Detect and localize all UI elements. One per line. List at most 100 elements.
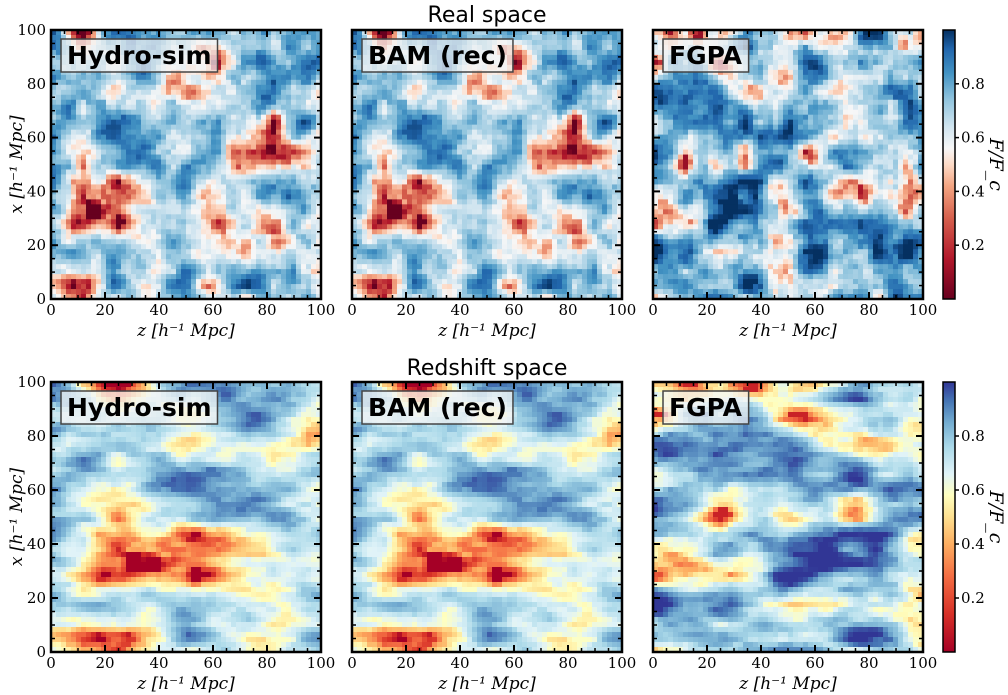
- heatmap-cell: [367, 229, 373, 235]
- heatmap-cell: [206, 209, 212, 215]
- heatmap-cell: [231, 214, 237, 220]
- heatmap-cell: [457, 169, 463, 176]
- heatmap-cell: [166, 109, 172, 116]
- heatmap-cell: [522, 174, 528, 181]
- heatmap-cell: [146, 234, 152, 240]
- heatmap-cell: [457, 94, 463, 101]
- heatmap-cell: [111, 30, 117, 36]
- heatmap-cell: [301, 89, 307, 96]
- heatmap-cell: [502, 184, 508, 191]
- heatmap-cell: [221, 234, 227, 240]
- heatmap-cell: [522, 59, 528, 66]
- heatmap-cell: [91, 159, 97, 166]
- heatmap-cell: [231, 79, 237, 86]
- heatmap-cell: [91, 119, 97, 126]
- heatmap-cell: [392, 174, 398, 181]
- heatmap-cell: [256, 269, 262, 275]
- heatmap-cell: [387, 109, 393, 116]
- heatmap-cell: [86, 279, 92, 285]
- heatmap-cell: [106, 294, 112, 300]
- heatmap-cell: [487, 289, 493, 295]
- heatmap-cell: [101, 139, 107, 146]
- heatmap-cell: [467, 94, 473, 101]
- heatmap-cell: [357, 84, 363, 91]
- heatmap-cell: [452, 269, 458, 275]
- heatmap-cell: [487, 114, 493, 121]
- heatmap-cell: [522, 99, 528, 106]
- y-tick-label: 20: [27, 236, 46, 254]
- heatmap-cell: [306, 269, 312, 275]
- heatmap-cell: [236, 144, 242, 151]
- heatmap-cell: [171, 184, 177, 191]
- heatmap-cell: [136, 234, 142, 240]
- heatmap-cell: [271, 254, 277, 260]
- heatmap-cell: [251, 264, 257, 270]
- heatmap-cell: [221, 194, 227, 200]
- heatmap-cell: [96, 129, 102, 136]
- heatmap-cell: [492, 144, 498, 151]
- heatmap-cell: [296, 254, 302, 260]
- heatmap-cell: [507, 109, 513, 116]
- heatmap-cell: [186, 139, 192, 146]
- heatmap-cell: [176, 34, 182, 41]
- heatmap-cell: [91, 104, 97, 111]
- heatmap-cell: [412, 274, 418, 280]
- heatmap-cell: [241, 239, 247, 245]
- heatmap-cell: [532, 119, 538, 126]
- heatmap-cell: [467, 74, 473, 81]
- heatmap-cell: [286, 30, 292, 36]
- heatmap-cell: [141, 99, 147, 106]
- heatmap-cell: [432, 229, 438, 235]
- heatmap-cell: [452, 139, 458, 146]
- heatmap-cell: [151, 204, 157, 210]
- heatmap-cell: [166, 189, 172, 195]
- heatmap-cell: [191, 79, 197, 86]
- heatmap-cell: [96, 109, 102, 116]
- heatmap-cell: [166, 154, 172, 161]
- heatmap-cell: [136, 294, 142, 300]
- heatmap-cell: [392, 164, 398, 171]
- heatmap-cell: [276, 39, 282, 46]
- heatmap-cell: [56, 199, 62, 205]
- heatmap-cell: [311, 154, 317, 161]
- heatmap-cell: [497, 199, 503, 205]
- heatmap-cell: [532, 129, 538, 136]
- heatmap-cell: [482, 169, 488, 176]
- heatmap-cell: [231, 164, 237, 171]
- heatmap-cell: [71, 124, 77, 131]
- heatmap-cell: [477, 284, 483, 290]
- heatmap-cell: [171, 104, 177, 111]
- heatmap-cell: [166, 99, 172, 106]
- heatmap-cell: [151, 284, 157, 290]
- heatmap-cell: [422, 154, 428, 161]
- heatmap-cell: [301, 134, 307, 141]
- heatmap-cell: [276, 144, 282, 151]
- heatmap-cell: [372, 99, 378, 106]
- heatmap-cell: [412, 114, 418, 121]
- heatmap-cell: [422, 204, 428, 210]
- heatmap-cell: [517, 129, 523, 136]
- heatmap-cell: [427, 174, 433, 181]
- heatmap-cell: [216, 229, 222, 235]
- heatmap-cell: [402, 74, 408, 81]
- heatmap-cell: [226, 129, 232, 136]
- heatmap-cell: [236, 204, 242, 210]
- heatmap-cell: [291, 69, 297, 76]
- heatmap-cell: [281, 59, 287, 66]
- heatmap-cell: [492, 269, 498, 275]
- heatmap-cell: [186, 119, 192, 126]
- heatmap-cell: [271, 229, 277, 235]
- heatmap-cell: [301, 104, 307, 111]
- x-tick-label: 40: [149, 301, 168, 319]
- heatmap-cell: [206, 104, 212, 111]
- heatmap-cell: [151, 229, 157, 235]
- heatmap-cell: [241, 64, 247, 71]
- heatmap-cell: [497, 94, 503, 101]
- heatmap-cell: [61, 124, 67, 131]
- heatmap-cell: [86, 249, 92, 255]
- heatmap-cell: [276, 249, 282, 255]
- heatmap-cell: [151, 259, 157, 265]
- heatmap-cell: [101, 204, 107, 210]
- heatmap-cell: [86, 179, 92, 186]
- heatmap-cell: [316, 274, 322, 280]
